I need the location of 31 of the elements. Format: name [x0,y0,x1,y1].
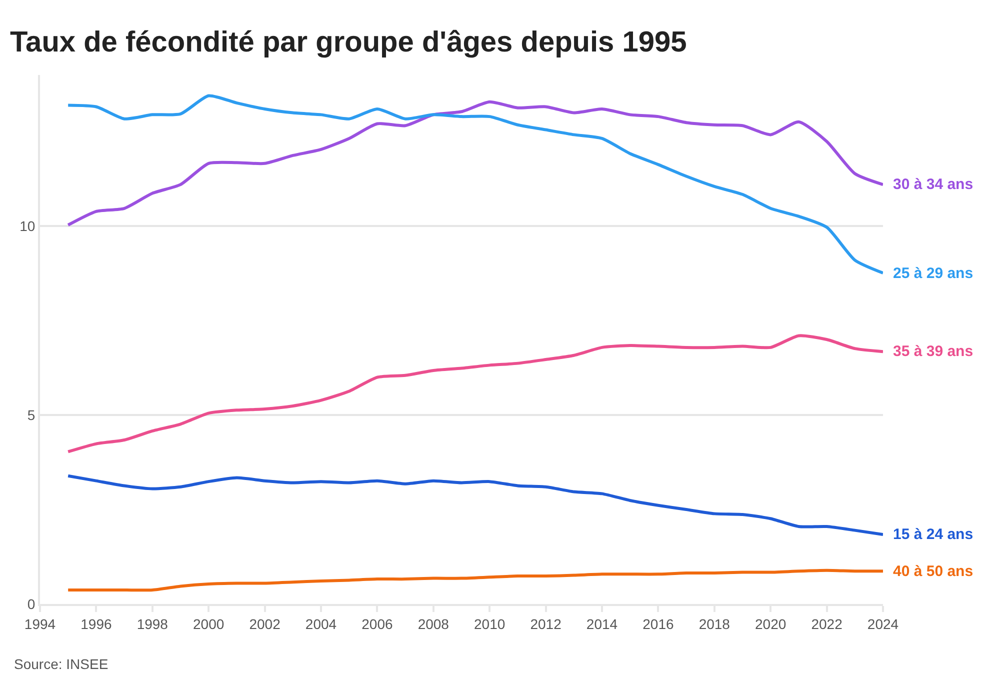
source-note: Source: INSEE [14,656,108,672]
x-tick-label: 2020 [755,616,786,632]
x-tick-label: 2014 [586,616,618,632]
line-series [66,568,883,592]
y-tick-label: 10 [20,218,36,234]
series-label: 35 à 39 ans [893,343,974,360]
series-label: 25 à 29 ans [893,265,974,282]
x-tick-label: 2006 [362,616,393,632]
line-series [66,474,883,536]
series-label: 15 à 24 ans [893,526,974,543]
line-series [66,94,883,274]
x-tick-label: 2016 [642,616,674,632]
x-tick-label: 2010 [474,616,506,632]
x-tick-label: 1996 [80,616,112,632]
chart-title: Taux de fécondité par groupe d'âges depuis 1995 [10,26,687,58]
x-tick-label: 2022 [811,616,843,632]
x-tick-label: 1998 [136,616,168,632]
x-tick-label: 2004 [305,616,337,632]
series-label: 30 à 34 ans [893,176,974,193]
y-tick-label: 0 [27,596,36,612]
x-tick-label: 2002 [249,616,281,632]
x-tick-label: 2012 [530,616,562,632]
y-tick-label: 5 [27,406,36,423]
x-tick-label: 2008 [418,616,450,632]
line-series [66,334,883,454]
line-series [66,100,883,227]
x-tick-label: 2018 [698,616,730,632]
x-tick-label: 2024 [867,616,899,632]
series-label: 40 à 50 ans [893,563,974,580]
x-tick-label: 1994 [24,616,56,632]
x-tick-label: 2000 [193,616,224,632]
